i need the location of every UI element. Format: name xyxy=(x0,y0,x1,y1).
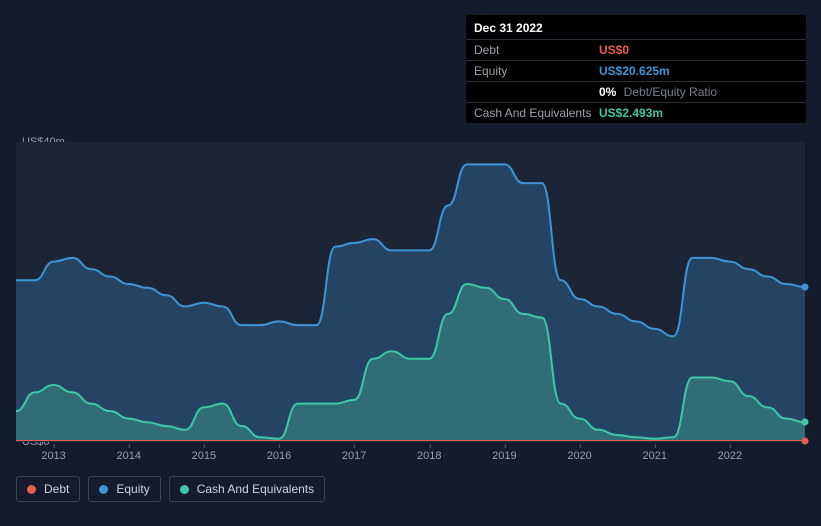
series-end-marker xyxy=(802,284,809,291)
x-axis-tick: 2013 xyxy=(41,450,65,462)
x-axis-tick: 2016 xyxy=(267,450,291,462)
legend-label: Debt xyxy=(44,482,69,496)
x-axis-tick: 2019 xyxy=(492,450,516,462)
legend-label: Cash And Equivalents xyxy=(197,482,314,496)
tooltip-row: DebtUS$0 xyxy=(466,39,806,60)
legend: Debt Equity Cash And Equivalents xyxy=(16,476,325,502)
legend-item[interactable]: Cash And Equivalents xyxy=(169,476,325,502)
legend-swatch xyxy=(27,485,36,494)
legend-swatch xyxy=(99,485,108,494)
x-axis-tick: 2015 xyxy=(192,450,216,462)
tooltip-row-sublabel: Debt/Equity Ratio xyxy=(620,85,717,99)
x-axis-tick: 2021 xyxy=(642,450,666,462)
tooltip-row: Cash And EquivalentsUS$2.493m xyxy=(466,102,806,123)
x-axis-tick: 2017 xyxy=(342,450,366,462)
x-axis: 2013 2014 2015 2016 2017 2018 2019 2020 2021 2022 xyxy=(16,444,805,468)
legend-item[interactable]: Debt xyxy=(16,476,80,502)
legend-label: Equity xyxy=(116,482,149,496)
tooltip-date: Dec 31 2022 xyxy=(466,21,806,39)
tooltip-row-label: Equity xyxy=(474,64,599,78)
x-axis-tick: 2018 xyxy=(417,450,441,462)
tooltip-row-value: US$2.493m xyxy=(599,106,663,120)
series-end-marker xyxy=(802,419,809,426)
tooltip-row-value: 0% Debt/Equity Ratio xyxy=(599,85,717,99)
chart-container: US$40mUS$0 20132014201520162017201820192… xyxy=(16,122,805,510)
tooltip-row-label xyxy=(474,85,599,99)
tooltip-row-value: US$20.625m xyxy=(599,64,670,78)
legend-swatch xyxy=(180,485,189,494)
tooltip-row-label: Debt xyxy=(474,43,599,57)
legend-item[interactable]: Equity xyxy=(88,476,160,502)
x-axis-tick: 2014 xyxy=(116,450,140,462)
x-axis-tick: 2022 xyxy=(718,450,742,462)
x-axis-tick: 2020 xyxy=(567,450,591,462)
tooltip-row: EquityUS$20.625m xyxy=(466,60,806,81)
plot-area[interactable] xyxy=(16,142,805,442)
tooltip-row-value: US$0 xyxy=(599,43,629,57)
tooltip-row-label: Cash And Equivalents xyxy=(474,106,599,120)
tooltip-panel: Dec 31 2022 DebtUS$0EquityUS$20.625m0% D… xyxy=(466,15,806,123)
tooltip-row: 0% Debt/Equity Ratio xyxy=(466,81,806,102)
